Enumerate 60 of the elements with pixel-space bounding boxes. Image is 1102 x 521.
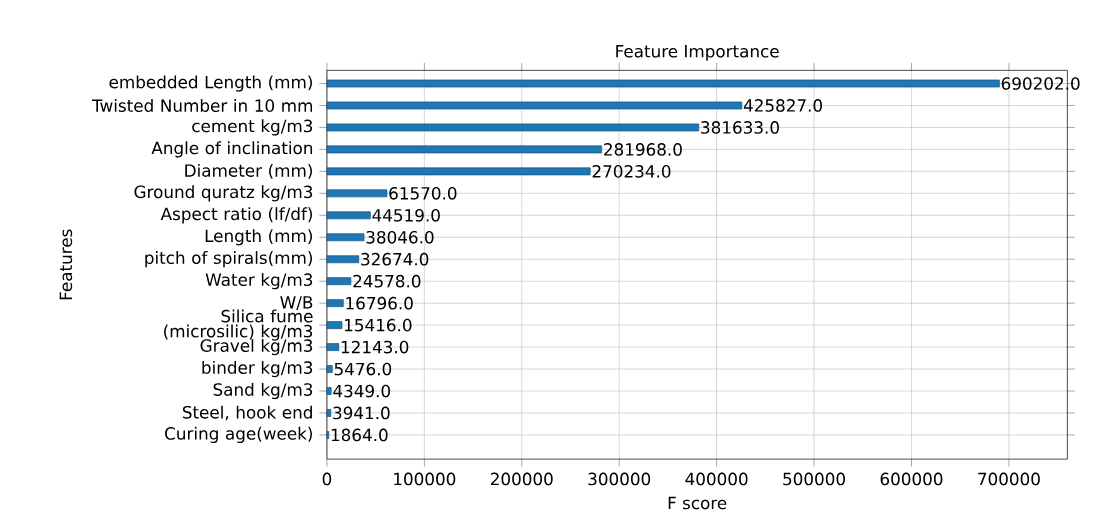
x-tick-label: 100000 <box>394 472 456 486</box>
data-label: 381633.0 <box>701 121 779 134</box>
x-tick-label: 200000 <box>490 472 553 486</box>
bar <box>326 189 388 198</box>
y-tick-label: Ground quratz kg/m3 <box>134 185 313 202</box>
bar <box>326 211 371 220</box>
bar <box>326 79 1000 88</box>
data-label: 15416.0 <box>345 318 412 332</box>
data-label: 3941.0 <box>333 406 390 420</box>
y-tick-label: Steel, hook end <box>182 405 312 421</box>
data-label: 5476.0 <box>334 362 392 376</box>
bar <box>326 299 344 308</box>
chart-title: Feature Importance <box>616 45 779 61</box>
bar <box>326 343 340 351</box>
bar <box>326 101 743 110</box>
x-tick-label: 500000 <box>783 472 845 486</box>
bar <box>326 255 360 264</box>
y-tick-label: Aspect ratio (lf/df) <box>160 207 312 224</box>
data-label: 12143.0 <box>341 340 409 354</box>
data-label: 281968.0 <box>604 143 682 156</box>
y-tick-label: cement kg/m3 <box>192 119 313 136</box>
data-label: 270234.0 <box>592 165 671 178</box>
y-tick-label: Silica fume (microsilic) kg/m3 <box>164 309 313 341</box>
x-axis-title: F score <box>668 496 727 510</box>
bar <box>326 277 352 286</box>
y-axis-title: Features <box>59 229 73 300</box>
y-tick-label: Diameter (mm) <box>185 163 312 179</box>
y-tick-label: binder kg/m3 <box>202 360 313 378</box>
y-tick-label: W/B <box>280 296 313 311</box>
data-label: 32674.0 <box>361 252 429 266</box>
x-tick-label: 300000 <box>588 472 651 486</box>
data-label: 61570.0 <box>389 186 457 200</box>
x-tick-label: 0 <box>322 472 332 486</box>
y-tick-label: pitch of spirals(mm) <box>145 251 312 268</box>
y-tick-label: embedded Length (mm) <box>109 75 312 92</box>
data-label: 38046.0 <box>366 230 434 244</box>
data-label: 425827.0 <box>743 99 822 112</box>
data-label: 24578.0 <box>353 274 421 288</box>
bar <box>326 409 332 417</box>
data-label: 16796.0 <box>346 296 413 310</box>
data-label: 1864.0 <box>331 428 388 442</box>
x-tick-label: 400000 <box>685 472 748 486</box>
x-tick-label: 700000 <box>978 472 1040 486</box>
data-label: 44519.0 <box>372 208 440 222</box>
bar <box>326 145 602 154</box>
y-tick-label: Water kg/m3 <box>205 273 313 290</box>
y-tick-label: Angle of inclination <box>151 141 313 158</box>
x-tick-label: 600000 <box>880 472 943 486</box>
bar <box>326 123 700 132</box>
y-tick-label: Length (mm) <box>205 229 312 246</box>
y-tick-label: Gravel kg/m3 <box>200 338 313 356</box>
data-label: 4349.0 <box>333 384 391 398</box>
bar <box>326 387 332 395</box>
bar <box>326 233 365 242</box>
y-tick-label: Curing age(week) <box>165 426 312 444</box>
y-tick-label: Twisted Number in 10 mm <box>92 99 313 112</box>
y-tick-label: Sand kg/m3 <box>213 382 313 400</box>
bar <box>326 321 343 330</box>
bar <box>326 365 333 373</box>
bar <box>326 167 591 176</box>
